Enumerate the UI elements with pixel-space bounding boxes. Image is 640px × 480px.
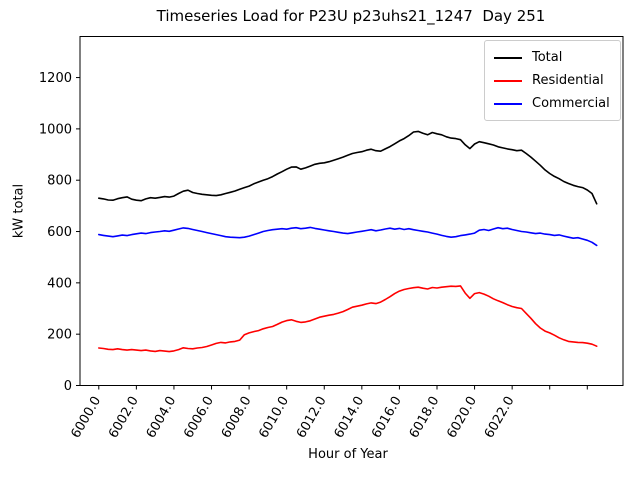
y-tick-label: 0 xyxy=(64,379,72,394)
x-tick-label: 6018.0 xyxy=(407,394,443,441)
y-tick-label: 200 xyxy=(47,328,72,343)
x-tick-label: 6006.0 xyxy=(181,394,217,441)
x-tick-label: 6010.0 xyxy=(256,394,292,441)
residential-line-swatch xyxy=(494,79,522,82)
series-line-commercial xyxy=(98,226,598,247)
x-tick-label: 6020.0 xyxy=(444,394,480,441)
legend-item-residential: Residential xyxy=(494,69,611,92)
x-tick-label: 6022.0 xyxy=(482,394,518,441)
x-tick-label: 6002.0 xyxy=(106,394,142,441)
legend-label-residential: Residential xyxy=(532,73,604,88)
x-tick-label: 6012.0 xyxy=(294,394,330,441)
series-line-total xyxy=(98,130,598,205)
total-line-swatch xyxy=(494,56,522,59)
x-tick-label: 6008.0 xyxy=(219,394,255,441)
y-tick-label: 600 xyxy=(47,225,72,240)
x-axis-label: Hour of Year xyxy=(308,447,388,462)
legend-label-commercial: Commercial xyxy=(532,96,610,111)
x-tick-label: 6014.0 xyxy=(332,394,368,441)
y-tick-label: 400 xyxy=(47,276,72,291)
y-tick-label: 1200 xyxy=(39,71,72,86)
legend-item-commercial: Commercial xyxy=(494,92,611,115)
y-tick-label: 1000 xyxy=(39,122,72,137)
x-tick-label: 6016.0 xyxy=(369,394,405,441)
legend-item-total: Total xyxy=(494,46,611,69)
commercial-line-swatch xyxy=(494,102,522,105)
x-tick-label: 6000.0 xyxy=(69,394,105,441)
x-tick-label: 6004.0 xyxy=(144,394,180,441)
legend: Total Residential Commercial xyxy=(484,40,621,121)
y-tick-label: 800 xyxy=(47,174,72,189)
series-line-residential xyxy=(98,285,598,353)
y-axis-label: kW total xyxy=(11,183,27,239)
chart-title: Timeseries Load for P23U p23uhs21_1247 D… xyxy=(156,7,546,25)
axes-frame xyxy=(79,36,624,386)
legend-label-total: Total xyxy=(532,50,563,65)
